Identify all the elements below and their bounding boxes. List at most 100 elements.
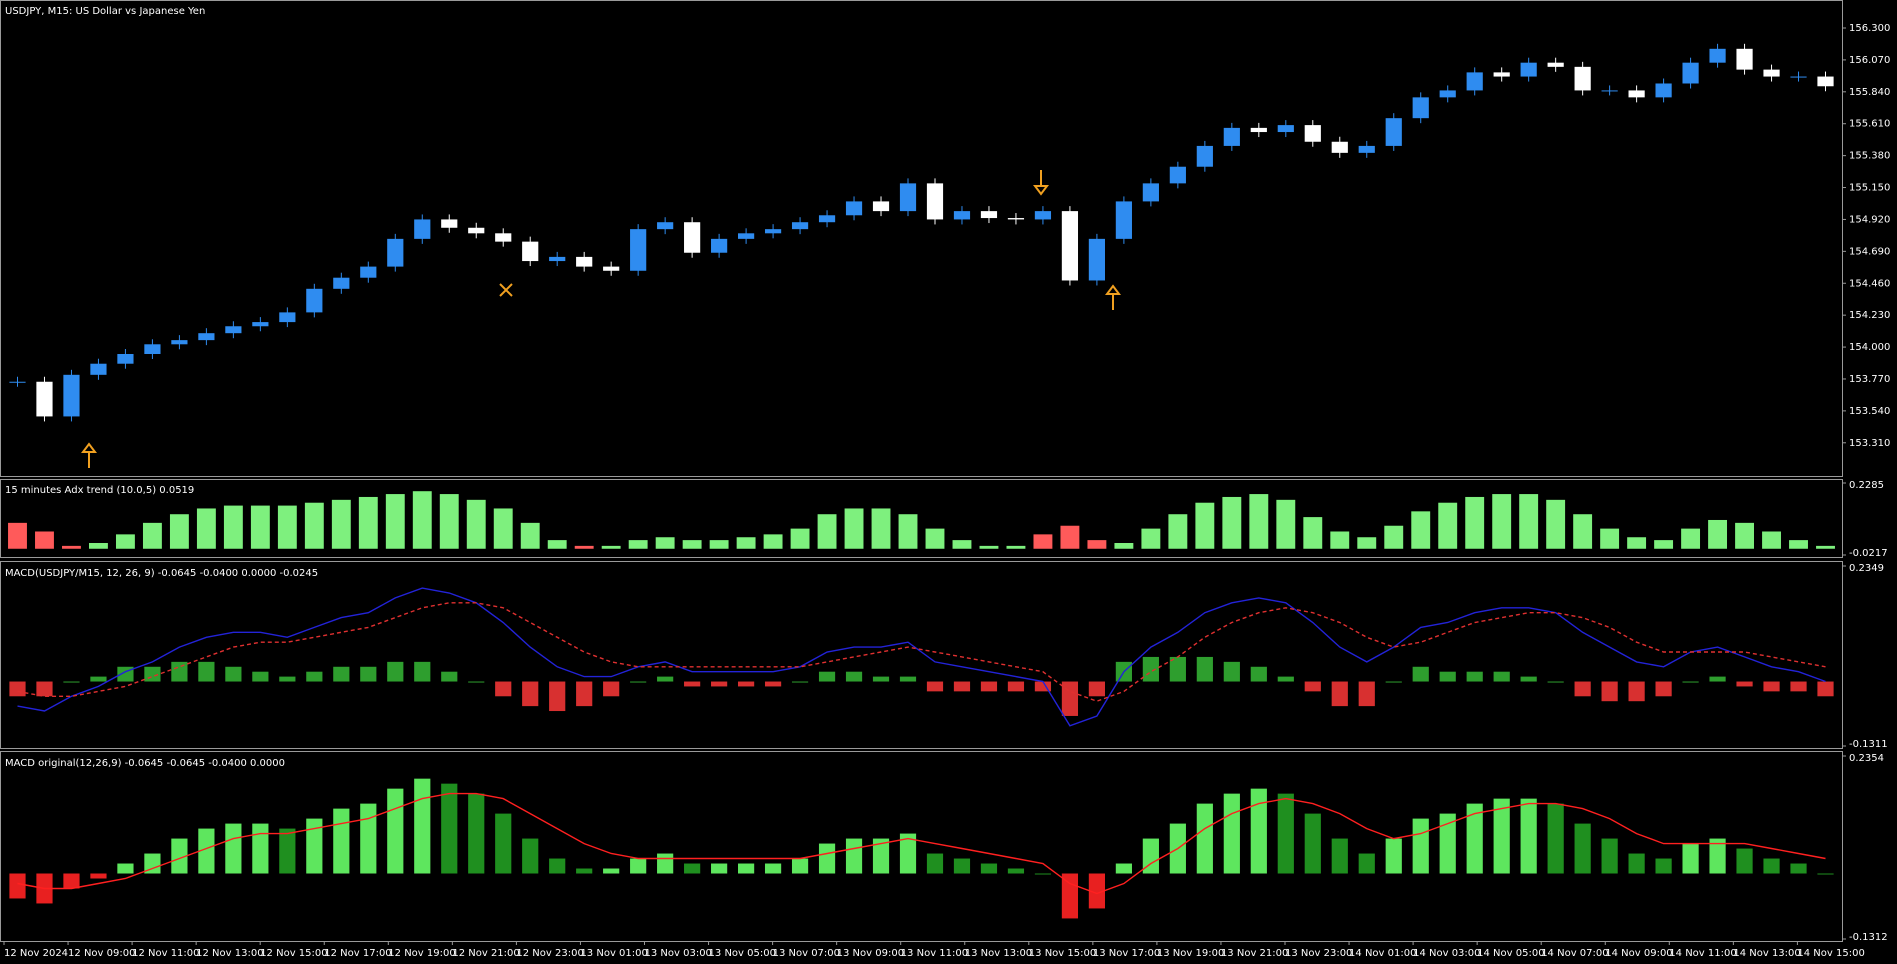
macd-bar — [1763, 858, 1780, 874]
macd-bar — [1358, 681, 1375, 707]
y-tick-label: -0.0217 — [1849, 548, 1888, 559]
candle — [1574, 66, 1591, 91]
macd-bar — [1601, 838, 1618, 874]
macd-bar — [1277, 793, 1294, 874]
x-tick-label: 13 Nov 23:00 — [1285, 948, 1352, 959]
candle — [1601, 90, 1618, 92]
candle — [1682, 62, 1699, 84]
adx-bar — [520, 522, 540, 549]
candle — [1790, 76, 1807, 78]
x-tick-label: 12 Nov 13:00 — [196, 948, 263, 959]
adx-bar — [1816, 545, 1835, 549]
adx-bar — [1573, 514, 1593, 549]
y-tick-label: 154.000 — [1849, 342, 1890, 353]
macd-bar — [791, 858, 809, 874]
adx-bar — [1546, 499, 1566, 549]
candle — [225, 326, 242, 334]
macd-bar — [1655, 681, 1672, 697]
macd-bar — [818, 671, 836, 682]
macd-bar — [1223, 661, 1240, 682]
x-tick-label: 14 Nov 03:00 — [1413, 948, 1480, 959]
candle — [1223, 127, 1240, 146]
macd-bar — [1493, 671, 1510, 682]
macd-bar — [1061, 681, 1079, 716]
macd-bar — [899, 833, 917, 874]
macd-bar — [225, 666, 242, 682]
macd-bar — [9, 681, 26, 697]
candle — [1817, 76, 1834, 87]
candle — [549, 256, 566, 262]
x-tick-label: 14 Nov 05:00 — [1477, 948, 1544, 959]
adx-bar — [89, 543, 108, 549]
macd-bar — [1007, 868, 1025, 874]
indicator-line — [17, 792, 1826, 895]
adx-bar — [62, 545, 81, 549]
candle — [738, 233, 755, 239]
macd-bar — [1547, 803, 1564, 874]
adx-bar — [1519, 494, 1539, 549]
macd-bar — [1628, 681, 1645, 702]
adx-bar — [736, 537, 756, 549]
y-tick-label: 153.770 — [1849, 374, 1890, 385]
macd-bar — [630, 681, 647, 683]
macd-bar — [1007, 681, 1025, 692]
adx-bar — [223, 505, 243, 549]
macd-bar — [1682, 681, 1699, 683]
candle — [1277, 125, 1294, 133]
macd-bar — [684, 681, 701, 687]
macd-bar — [953, 681, 971, 692]
macd-bar — [1709, 838, 1726, 874]
candle — [198, 333, 215, 341]
macd-bar — [1034, 873, 1052, 875]
x-tick-label: 13 Nov 21:00 — [1221, 948, 1288, 959]
macd-bar — [1466, 803, 1483, 874]
adx-bar — [1330, 531, 1350, 549]
y-tick-label: 0.2349 — [1849, 563, 1884, 574]
macd-bar — [63, 873, 80, 889]
candle — [684, 222, 701, 253]
adx-bar — [925, 528, 945, 549]
macd-bar — [198, 828, 215, 874]
macd-bar — [1439, 671, 1456, 682]
candle — [90, 363, 107, 375]
macd-bar — [872, 838, 890, 874]
macd-bar — [1385, 838, 1402, 874]
macd-bar — [926, 853, 944, 874]
adx-bar — [1762, 531, 1781, 549]
macd-bar — [1034, 681, 1052, 692]
candle — [1385, 118, 1402, 146]
macd-bar — [306, 818, 323, 874]
macd-bar — [1790, 863, 1807, 874]
x-tick-label: 14 Nov 11:00 — [1669, 948, 1736, 959]
adx-bar — [1222, 496, 1242, 549]
macd-bar — [414, 661, 431, 682]
candle — [980, 211, 998, 219]
x-tick-label: 14 Nov 09:00 — [1605, 948, 1672, 959]
macd-bar — [387, 788, 404, 874]
candle — [441, 219, 458, 228]
macd-bar — [1493, 798, 1510, 874]
macd-bar — [1790, 681, 1807, 692]
y-tick-label: 0.2285 — [1849, 480, 1884, 491]
macd-bar — [1061, 873, 1079, 919]
candle — [1709, 48, 1726, 63]
macd-bar — [1223, 793, 1240, 874]
candle — [1115, 201, 1132, 239]
adx-bar — [709, 540, 729, 549]
adx-bar — [601, 545, 621, 549]
candle — [791, 222, 809, 230]
x-tick-label: 13 Nov 07:00 — [773, 948, 840, 959]
buy-arrow — [81, 442, 97, 468]
candle — [630, 229, 647, 271]
pane-title: USDJPY, M15: US Dollar vs Japanese Yen — [5, 6, 205, 17]
x-tick-label: 13 Nov 19:00 — [1157, 948, 1224, 959]
macd-bar — [1196, 803, 1213, 874]
candle — [1412, 97, 1429, 119]
adx-bar — [763, 534, 783, 549]
candle — [953, 211, 971, 220]
macd-bar — [657, 853, 674, 874]
macd-bar — [414, 778, 431, 874]
macd-bar — [360, 803, 377, 874]
macd-bar — [9, 873, 26, 899]
